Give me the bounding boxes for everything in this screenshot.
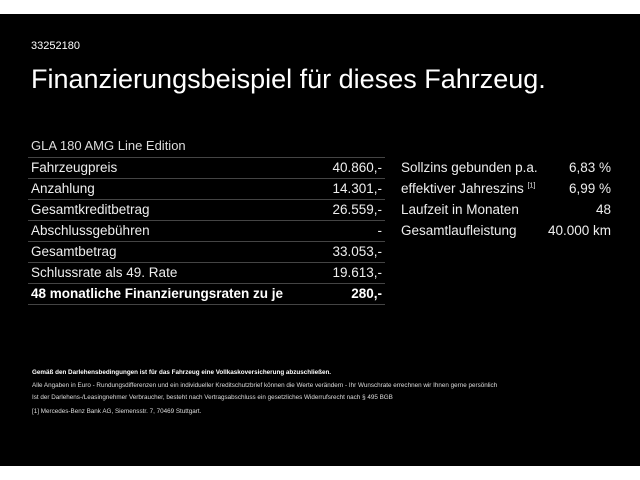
- financing-table: Fahrzeugpreis 40.860,- Anzahlung 14.301,- …: [28, 157, 385, 305]
- table-row: Gesamtbetrag 33.053,-: [28, 241, 385, 263]
- conditions-table: Sollzins gebunden p.a. 6,83 % effektiver …: [398, 157, 614, 241]
- row-label: Schlussrate als 49. Rate: [28, 262, 322, 284]
- row-value: 40.860,-: [321, 157, 385, 179]
- row-label: Anzahlung: [28, 178, 322, 200]
- row-value: 6,99 %: [568, 180, 611, 196]
- table-row: Gesamtlaufleistung 40.000 km: [398, 220, 614, 241]
- table-row: Fahrzeugpreis 40.860,-: [28, 157, 385, 179]
- row-label: Gesamtlaufleistung: [401, 222, 517, 238]
- row-value: 14.301,-: [321, 178, 385, 200]
- table-row: effektiver Jahreszins [1] 6,99 %: [398, 178, 614, 199]
- row-label: Laufzeit in Monaten: [401, 201, 519, 217]
- table-row: Anzahlung 14.301,-: [28, 178, 385, 200]
- row-value: 19.613,-: [321, 262, 385, 284]
- row-label: Abschlussgebühren: [28, 220, 322, 242]
- page-title: Finanzierungsbeispiel für dieses Fahrzeu…: [31, 64, 546, 94]
- table-row: Laufzeit in Monaten 48: [398, 199, 614, 220]
- table-row: Gesamtkreditbetrag 26.559,-: [28, 199, 385, 221]
- table-row: Schlussrate als 49. Rate 19.613,-: [28, 262, 385, 284]
- row-label: Fahrzeugpreis: [28, 157, 322, 179]
- insurance-note: Gemäß den Darlehensbedingungen ist für d…: [32, 369, 332, 376]
- row-value: 40.000 km: [547, 222, 611, 238]
- row-label: Gesamtkreditbetrag: [28, 199, 322, 221]
- disclaimer-line: Alle Angaben in Euro - Rundungsdifferenz…: [32, 382, 498, 389]
- row-value: 48: [595, 201, 611, 217]
- row-value: 26.559,-: [321, 199, 385, 221]
- table-row: Abschlussgebühren -: [28, 220, 385, 242]
- row-value: -: [321, 220, 385, 242]
- row-label: Gesamtbetrag: [28, 241, 322, 263]
- row-label: effektiver Jahreszins: [401, 180, 524, 196]
- footnote-ref: [1]: [527, 182, 536, 189]
- row-value: 33.053,-: [321, 241, 385, 263]
- row-value: 6,83 %: [568, 159, 611, 175]
- monthly-rate-row: 48 monatliche Finanzierungsraten zu je 28…: [28, 283, 385, 305]
- footnote-reference: [1] Mercedes-Benz Bank AG, Siemensstr. 7…: [32, 408, 202, 415]
- table-row: Sollzins gebunden p.a. 6,83 %: [398, 157, 614, 178]
- model-name: GLA 180 AMG Line Edition: [31, 138, 186, 153]
- vehicle-id: 33252180: [31, 40, 80, 52]
- disclaimer-line: Ist der Darlehens-/Leasingnehmer Verbrau…: [32, 394, 393, 401]
- row-label-cell: effektiver Jahreszins [1]: [398, 178, 544, 199]
- row-value: 280,-: [321, 283, 385, 305]
- row-label: 48 monatliche Finanzierungsraten zu je: [28, 283, 322, 305]
- row-label: Sollzins gebunden p.a.: [401, 159, 538, 175]
